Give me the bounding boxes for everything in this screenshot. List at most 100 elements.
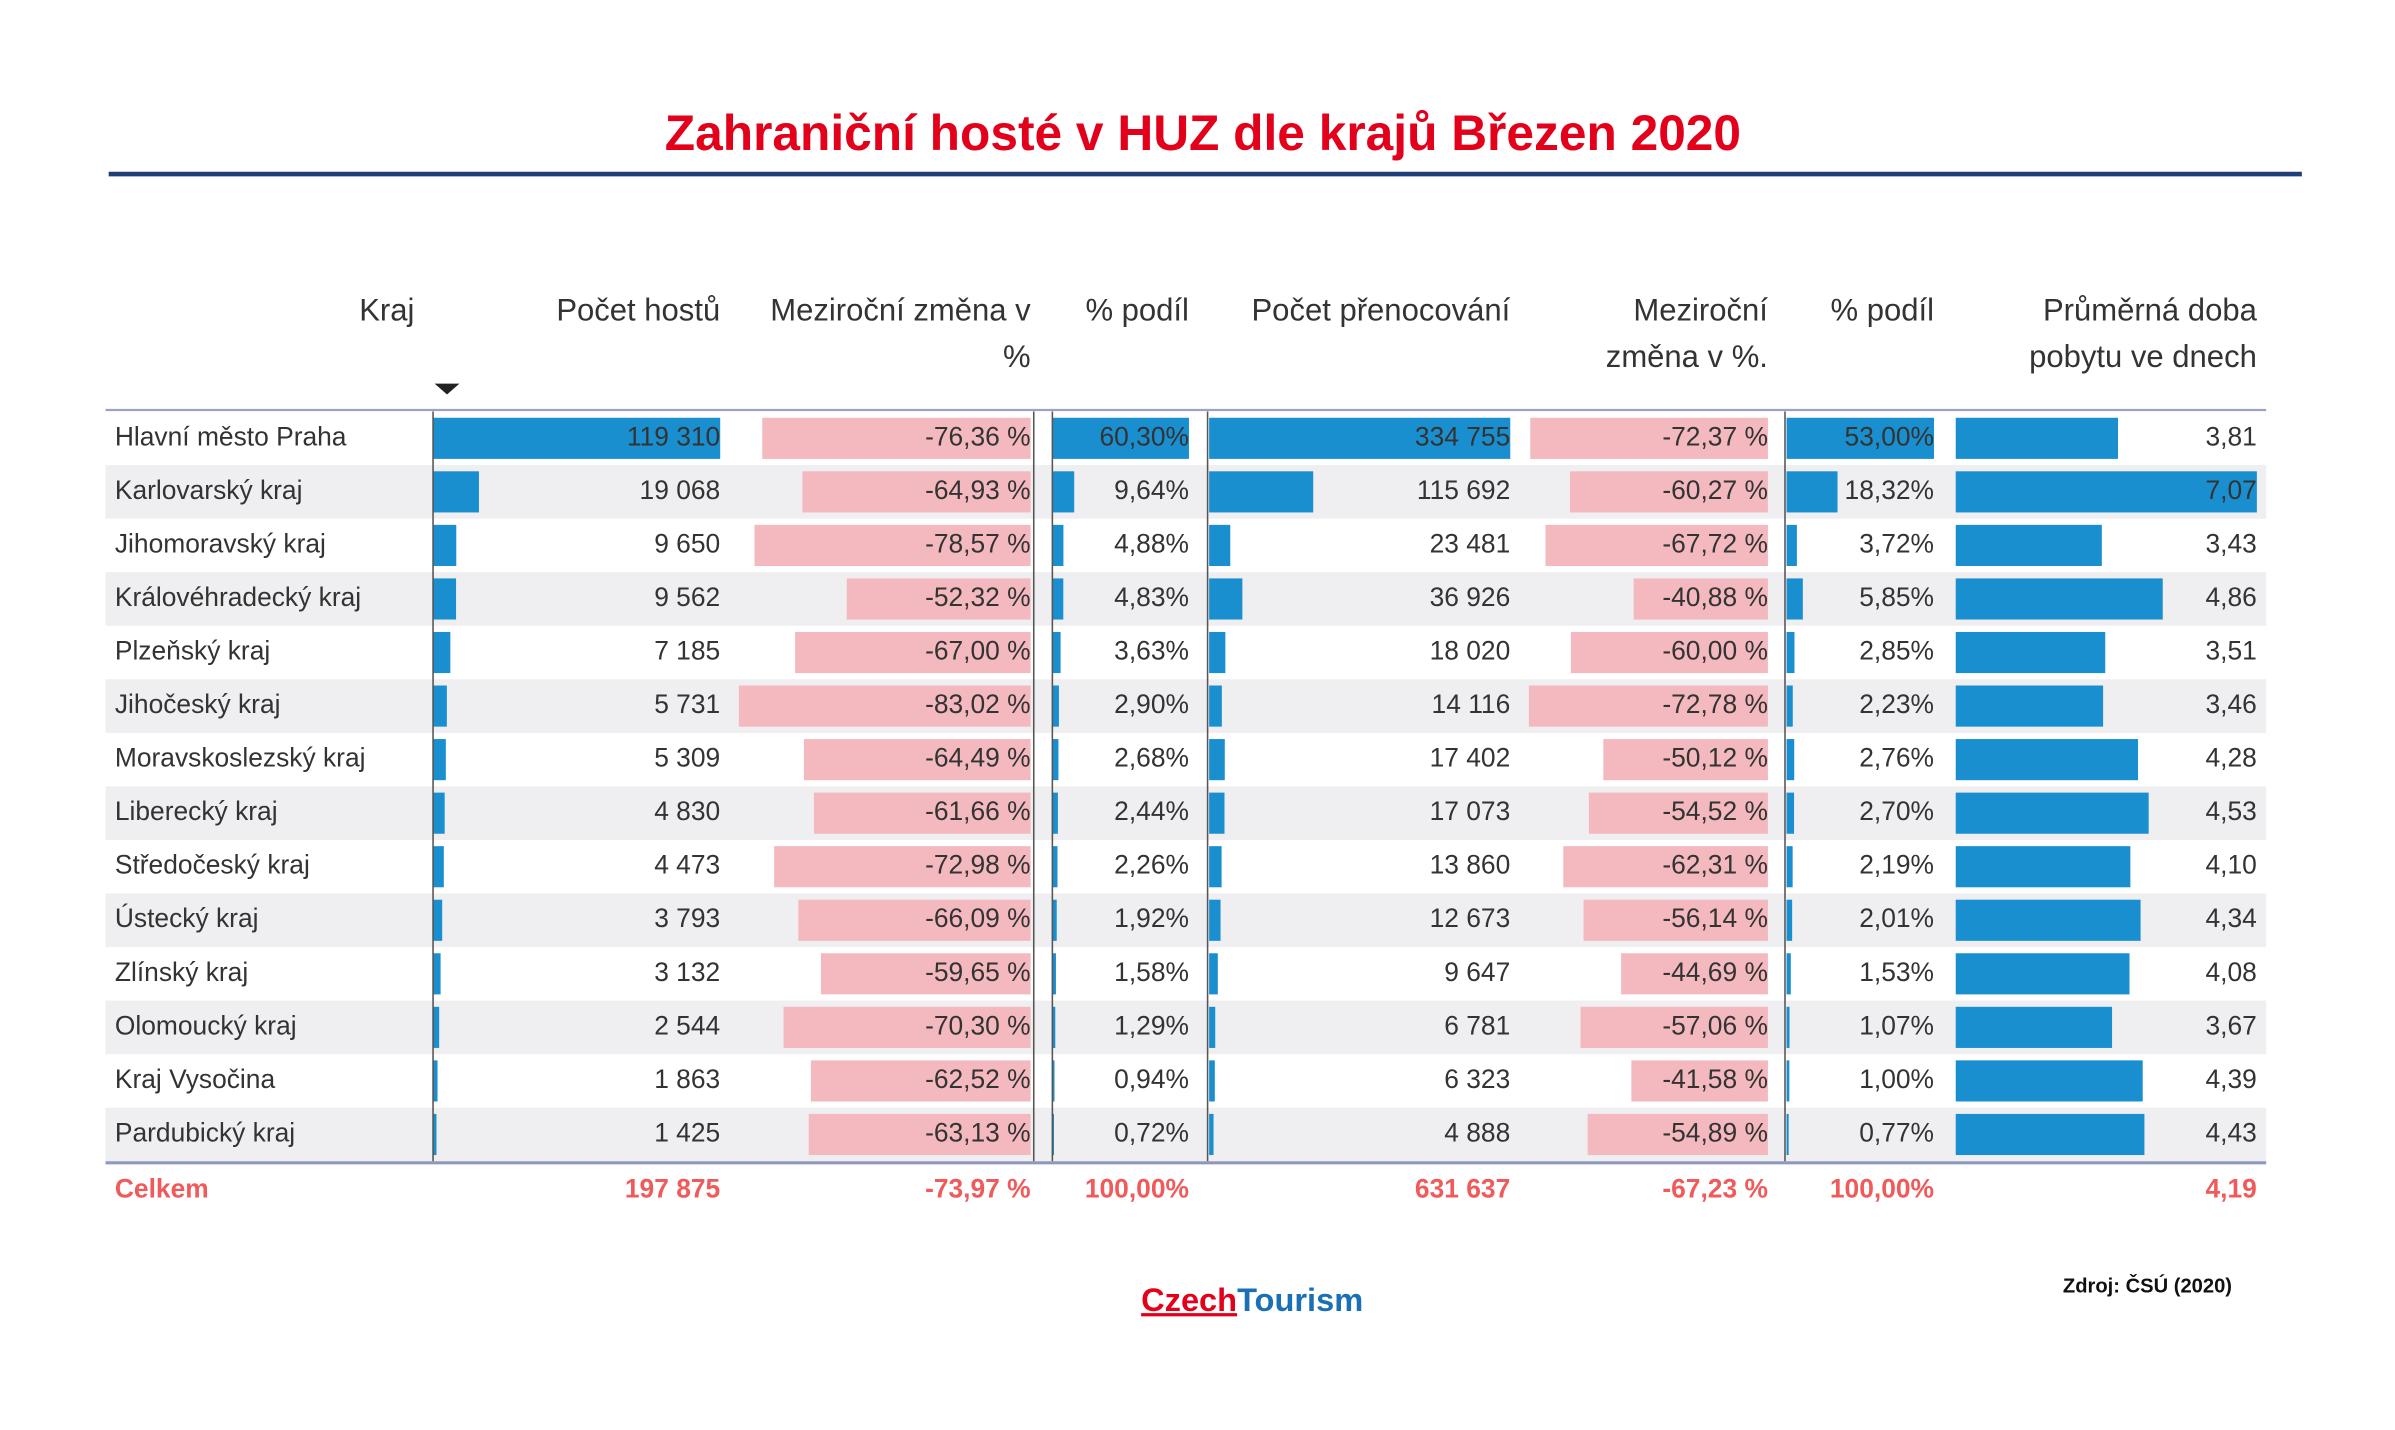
- data-bar: [433, 899, 443, 941]
- data-bar: [1052, 471, 1075, 513]
- cell-value: 4 888: [1444, 1117, 1510, 1147]
- data-bar: [1955, 471, 2257, 513]
- title: Zahraniční hosté v HUZ dle krajů Březen …: [665, 105, 1741, 161]
- logo-czech: Czech: [1141, 1281, 1237, 1318]
- cell-value: -59,65 %: [925, 957, 1031, 987]
- cell-value: 1 425: [654, 1117, 720, 1147]
- row-label: Zlínský kraj: [115, 957, 248, 987]
- cell-value: 3,51: [2206, 635, 2257, 665]
- data-bar: [433, 1113, 437, 1156]
- data-bar: [1955, 1060, 2143, 1102]
- column-header: Meziroční: [1633, 292, 1768, 327]
- data-bar: [1052, 899, 1057, 941]
- column-header: Počet hostů: [556, 292, 720, 327]
- data-bar: [1786, 524, 1797, 566]
- data-bar: [1052, 578, 1064, 620]
- cell-value: 12 673: [1430, 903, 1511, 933]
- data-bar: [1786, 739, 1795, 781]
- row-label: Jihomoravský kraj: [115, 528, 326, 558]
- data-bar: [803, 739, 1031, 781]
- cell-value: 6 781: [1444, 1010, 1510, 1040]
- data-bar: [1633, 578, 1768, 620]
- row-band: [105, 679, 2267, 733]
- cell-value: 23 481: [1430, 528, 1511, 558]
- data-bar: [762, 417, 1031, 459]
- data-bar: [1052, 953, 1056, 995]
- cell-value: 3,67: [2206, 1010, 2257, 1040]
- cell-value: -78,57 %: [925, 528, 1031, 558]
- cell-value: -72,37 %: [1662, 421, 1768, 451]
- data-bar: [1209, 846, 1222, 888]
- cell-value: 14 116: [1432, 689, 1511, 719]
- cell-value: 4,10: [2206, 850, 2257, 880]
- data-bar: [1955, 1006, 2113, 1048]
- table: Kraj Počet hostů Meziroční změna v% % podíl…: [105, 292, 2267, 1204]
- data-bar: [1209, 1060, 1215, 1102]
- data-bar: [433, 1006, 440, 1048]
- column-header: změna v %.: [1606, 339, 1768, 374]
- data-bar: [433, 792, 445, 834]
- data-bar: [1786, 1006, 1790, 1048]
- row-band: [105, 1107, 2267, 1162]
- cell-value: 4,39: [2206, 1064, 2257, 1094]
- cell-value: -54,52 %: [1662, 796, 1768, 826]
- data-bar: [783, 1006, 1031, 1048]
- column-header: Meziroční změna v: [770, 292, 1031, 327]
- total-cell: Celkem: [115, 1174, 209, 1204]
- cell-value: 5 309: [654, 743, 720, 773]
- data-bar: [1955, 953, 2130, 995]
- row-label: Jihočeský kraj: [115, 689, 281, 719]
- cell-value: 0,94%: [1114, 1064, 1189, 1094]
- source: Zdroj: ČSÚ (2020): [2063, 1273, 2232, 1297]
- column-header: pobytu ve dnech: [2029, 339, 2257, 374]
- sort-arrow: [434, 383, 460, 395]
- data-bar: [1209, 417, 1511, 459]
- total-cell: 197 875: [625, 1174, 720, 1204]
- row-band: [105, 893, 2267, 948]
- logo-tourism: Tourism: [1237, 1281, 1363, 1318]
- row-label: Královéhradecký kraj: [115, 582, 361, 612]
- data-bar: [1786, 471, 1838, 513]
- row-label: Liberecký kraj: [115, 796, 278, 826]
- data-bar: [1955, 578, 2163, 620]
- cell-value: 0,72%: [1114, 1117, 1189, 1147]
- cell-value: 2,76%: [1859, 743, 1934, 773]
- data-bar: [802, 471, 1031, 513]
- data-bar: [774, 846, 1031, 888]
- data-bar: [1603, 739, 1768, 781]
- data-bar: [820, 953, 1031, 995]
- cell-value: -44,69 %: [1662, 957, 1768, 987]
- data-bar: [1052, 417, 1189, 459]
- data-bar: [1052, 739, 1059, 781]
- data-bar: [433, 471, 479, 513]
- total-cell: -67,23 %: [1662, 1174, 1768, 1204]
- total-cell: 4,19: [2206, 1174, 2257, 1204]
- cell-value: 13 860: [1430, 850, 1511, 880]
- cell-value: 1,53%: [1859, 957, 1934, 987]
- cell-value: 2,23%: [1859, 689, 1934, 719]
- data-bar: [1052, 685, 1059, 727]
- data-bar: [1786, 1113, 1789, 1156]
- cell-value: 1,29%: [1114, 1010, 1189, 1040]
- column-header: %: [1003, 339, 1031, 374]
- cell-value: 6 323: [1444, 1064, 1510, 1094]
- cell-value: 2,70%: [1859, 796, 1934, 826]
- data-bar: [808, 1113, 1031, 1156]
- cell-value: 4 830: [654, 796, 720, 826]
- data-bar: [433, 1060, 438, 1102]
- data-bar: [1955, 1113, 2145, 1156]
- cell-value: 53,00%: [1845, 421, 1934, 451]
- data-bar: [1786, 899, 1793, 941]
- data-bar: [1786, 953, 1791, 995]
- column-header: % podíl: [1085, 292, 1189, 327]
- cell-value: 4,86: [2206, 582, 2257, 612]
- cell-value: -72,78 %: [1662, 689, 1768, 719]
- data-bar: [1052, 524, 1064, 566]
- data-bar: [1563, 846, 1768, 888]
- cell-value: 3 793: [654, 903, 720, 933]
- data-bar: [1052, 631, 1061, 674]
- cell-value: -72,98 %: [925, 850, 1031, 880]
- row-label: Karlovarský kraj: [115, 475, 303, 505]
- cell-value: -63,13 %: [925, 1117, 1031, 1147]
